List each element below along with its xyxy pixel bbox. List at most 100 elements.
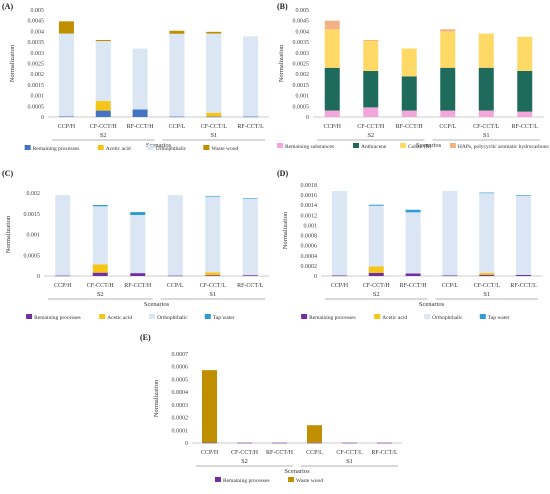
legend-label: Anthracene	[361, 144, 387, 150]
legend-label: Orthophthalic	[157, 315, 188, 321]
bar-segment	[206, 31, 222, 34]
legend-label: Remaining processes	[34, 315, 81, 321]
bar-segment	[242, 198, 258, 276]
x-tick-label: RF-CCT/H	[400, 283, 428, 289]
y-tick-label: 0.0015	[28, 83, 45, 89]
y-tick-label: 0.0035	[293, 40, 310, 46]
x-axis-label: Scenarios	[416, 142, 442, 149]
y-tick-label: 0	[41, 115, 44, 121]
y-tick-label: 0.0008	[301, 234, 318, 240]
bar-segment	[202, 442, 217, 444]
group-label: S1	[209, 291, 216, 298]
bar-segment	[242, 198, 258, 199]
bar-segment	[55, 195, 71, 276]
legend-swatch	[147, 145, 154, 150]
y-axis-label: Normalization	[5, 215, 12, 253]
y-tick-label: 0.002	[296, 72, 310, 78]
y-tick-label: 0.0005	[172, 377, 189, 383]
legend-swatch	[97, 145, 104, 150]
y-tick-label: 0	[185, 441, 188, 447]
x-tick-label: CCP/H	[324, 124, 342, 130]
x-tick-label: CCP/H	[201, 450, 219, 456]
bar-segment	[405, 209, 421, 213]
legend-label: Acetic acid	[382, 315, 407, 321]
bar-segment	[205, 195, 221, 197]
group-label: S1	[346, 458, 353, 465]
legend-swatch	[99, 314, 106, 319]
bar-segment	[324, 110, 340, 117]
chart-panel-d: (D) 0 0.0002 0.0004 0.0006 0.0008 0.001 0.0012 0…	[275, 163, 550, 326]
legend-swatch	[24, 145, 31, 150]
y-axis-label: Normalization	[9, 44, 16, 82]
bar-segment	[516, 195, 532, 275]
legend-swatch	[26, 314, 33, 319]
y-tick-label: 0.0025	[28, 62, 45, 68]
legend-label: Remaining processes	[33, 146, 80, 152]
x-tick-label: RF-CCT/H	[396, 124, 424, 130]
bar-segment	[130, 214, 146, 274]
bar-segment	[205, 272, 221, 276]
y-tick-label: 0.001	[27, 233, 41, 239]
x-axis-label: Scenarios	[419, 301, 445, 308]
y-tick-label: 0.0006	[301, 244, 318, 250]
x-tick-label: CF-CCT/H	[357, 124, 385, 130]
legend-label: Waste wood	[296, 478, 323, 484]
x-tick-label: RF-CCT/L	[510, 283, 537, 289]
y-tick-label: 0.002	[31, 72, 45, 78]
y-tick-label: 0.0007	[172, 352, 189, 358]
legend-label: Tap water	[213, 315, 235, 321]
y-tick-label: 0.0005	[28, 104, 45, 110]
y-tick-label: 0.001	[304, 223, 318, 229]
bar-segment	[324, 67, 340, 111]
y-tick-label: 0.0015	[24, 212, 41, 218]
bar-segment	[167, 195, 183, 276]
bar-segment	[363, 39, 379, 42]
x-tick-label: CF-CCT/H	[231, 450, 259, 456]
bar-segment	[132, 48, 148, 110]
bar-segment	[479, 274, 495, 276]
bar-segment	[478, 67, 494, 111]
bar-segment	[479, 192, 495, 194]
bar-segment	[307, 425, 322, 443]
bar-segment	[440, 29, 456, 32]
legend-swatch	[277, 143, 283, 148]
y-tick-label: 0.0045	[28, 19, 45, 25]
y-tick-label: 0.0005	[293, 104, 310, 110]
legend-swatch	[353, 143, 359, 148]
bar-segment	[92, 205, 108, 207]
bar-segment	[132, 109, 148, 117]
group-label: S1	[483, 132, 490, 139]
bar-segment	[169, 30, 185, 34]
bar-segment	[368, 205, 384, 267]
bar-segment	[58, 116, 74, 117]
x-tick-label: CF-CCT/L	[473, 124, 500, 130]
chart-svg: (D) 0 0.0002 0.0004 0.0006 0.0008 0.001 0.0012 0…	[277, 169, 542, 321]
y-tick-label: 0.0018	[301, 183, 318, 189]
chart-svg: (E) 0 0.0001 0.0002 0.0003 0.0004 0.0005 0.0006…	[140, 333, 402, 484]
bar-segment	[130, 273, 146, 276]
x-axis-label: Scenarios	[144, 301, 170, 308]
bar-segment	[377, 442, 392, 444]
x-tick-label: RF-CCT/L	[237, 124, 264, 130]
legend-swatch	[301, 314, 308, 319]
y-tick-label: 0.0035	[28, 40, 45, 46]
y-axis-label: Normalization	[282, 211, 289, 249]
x-tick-label: CCP/L	[169, 124, 186, 130]
legend-swatch	[149, 314, 156, 319]
group-label: S2	[367, 132, 374, 139]
bar-segment	[478, 110, 494, 117]
bar-segment	[202, 370, 217, 443]
bar-segment	[440, 67, 456, 111]
bar-segment	[363, 70, 379, 108]
legend-label: Remaining processes	[309, 315, 356, 321]
bar-segment	[95, 41, 111, 101]
y-tick-label: 0.0003	[172, 403, 189, 409]
y-axis-label: Normalization	[278, 44, 285, 82]
chart-svg: (C) 0 0.0005 0.001 0.0015 0.002 Normalization C…	[2, 169, 269, 321]
bar-segment	[405, 212, 421, 274]
bar-segment	[206, 112, 222, 117]
bar-segment	[368, 266, 384, 273]
bar-segment	[243, 116, 259, 118]
bar-segment	[479, 272, 495, 275]
x-tick-label: CF-CCT/L	[200, 283, 227, 289]
